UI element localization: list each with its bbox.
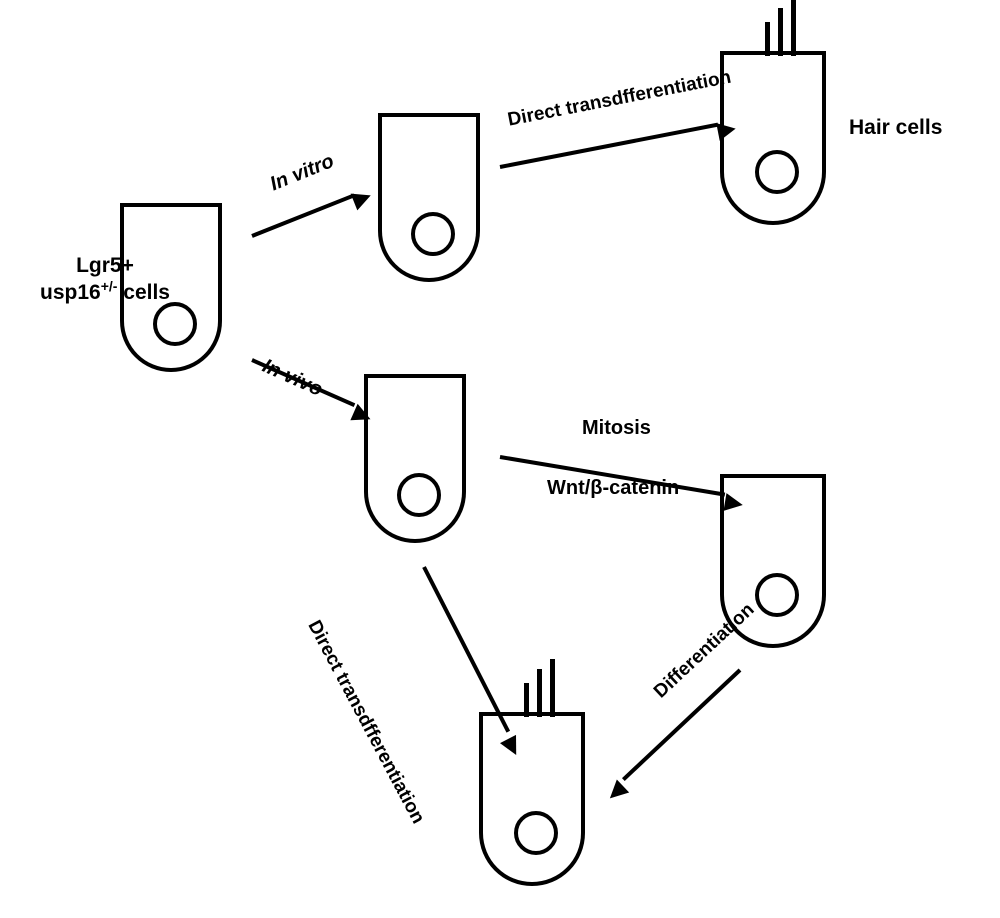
direct-trans-top-label: Direct transdfferentiation: [506, 67, 733, 132]
nucleus: [755, 150, 799, 194]
direct-trans-bottom-label: Direct transdfferentiation: [303, 617, 429, 828]
nucleus: [755, 573, 799, 617]
in-vitro-label: In vitro: [267, 150, 337, 196]
hair-cells-label: Hair cells: [849, 116, 942, 140]
lgr5-label: Lgr5+ usp16+/- cells: [40, 254, 170, 305]
differentiation-label: Differentiation: [650, 599, 759, 703]
lgr5-text: Lgr5+: [76, 254, 134, 277]
hair-icon: [537, 669, 542, 717]
hair-icon: [778, 8, 783, 56]
cell-in-vitro: [378, 117, 480, 282]
arrow-head-icon: [716, 120, 737, 141]
cell-hair-top: [720, 55, 826, 225]
cell-hair-bottom: [479, 716, 585, 886]
nucleus: [514, 811, 558, 855]
hair-icon: [791, 0, 796, 56]
arrow-head-icon: [604, 779, 629, 804]
hair-icon: [524, 683, 529, 717]
hair-icon: [550, 659, 555, 717]
wnt-label: Wnt/β-catenin: [547, 477, 679, 500]
nucleus: [411, 212, 455, 256]
usp16-suffix: cells: [117, 281, 170, 304]
arrow-direct-trans-bottom: [422, 566, 510, 733]
nucleus: [397, 473, 441, 517]
arrow-direct-trans-top: [500, 123, 719, 169]
nucleus: [153, 302, 197, 346]
hair-icon: [765, 22, 770, 56]
cell-in-vivo: [364, 378, 466, 543]
in-vivo-label: In vivo: [259, 355, 326, 402]
arrow-head-icon: [351, 187, 374, 210]
usp16-text: usp16: [40, 281, 101, 304]
usp16-sup: +/-: [101, 278, 118, 294]
arrow-in-vitro: [251, 193, 355, 237]
arrow-head-icon: [724, 493, 745, 514]
mitosis-label: Mitosis: [582, 417, 651, 440]
